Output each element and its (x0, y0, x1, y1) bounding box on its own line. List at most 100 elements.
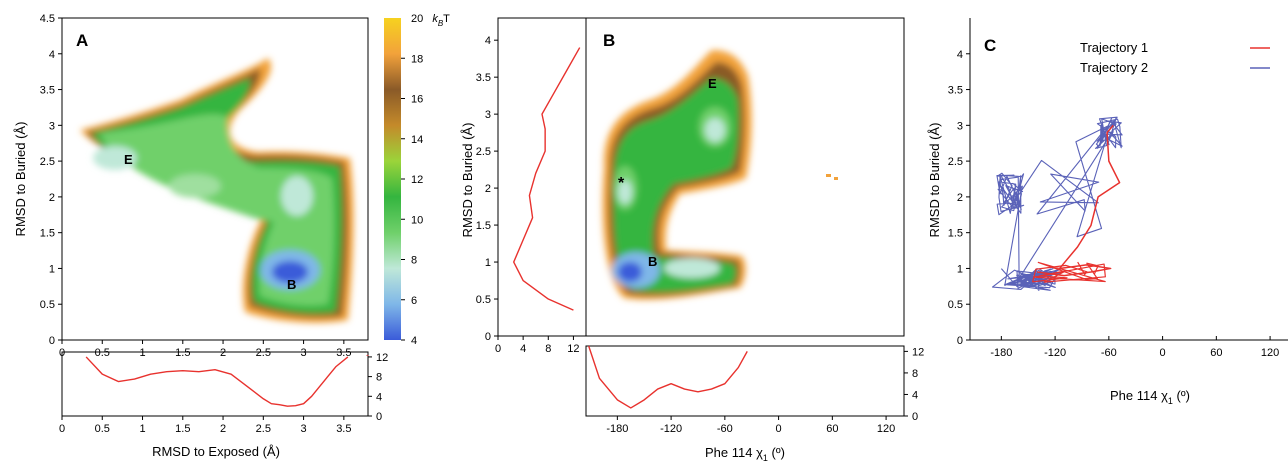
colorbar-unit-suffix: T (443, 13, 450, 25)
panel-b-speck (834, 177, 838, 180)
panel-b-label-b: B (648, 254, 657, 269)
panel-b-axes: 0 0.5 1 1.5 2 2.5 3 3.5 4 (476, 35, 498, 343)
panel-b-marginal-x-tick-label: -60 (717, 423, 733, 435)
panel-c-xlabel-main: Phe 114 χ (1110, 388, 1168, 403)
panel-c-xlabel: Phe 114 χ1 (º) (1110, 388, 1190, 406)
panel-c-ylabel: RMSD to Buried (Å) (927, 123, 942, 238)
colorbar-tick-label: 10 (411, 214, 423, 226)
panel-a-basin-upper (281, 176, 313, 216)
panel-a-marginal-y-tick-label: 0 (376, 411, 382, 423)
colorbar-tick-label: 6 (411, 295, 417, 307)
panel-b-y-tick-label: 0 (485, 331, 491, 343)
panel-b: 0 4 8 12 B E B * 0 0.5 1 1.5 2 2.5 3 3.5 4 RMSD to … (460, 17, 924, 463)
panel-a-basin-e (93, 146, 137, 170)
panel-b-marginal-x-tick-label: -180 (606, 423, 628, 435)
panel-b-marginal-y-tick-label: 8 (912, 368, 918, 380)
panel-c-x-tick-label: -120 (1044, 347, 1066, 359)
colorbar: 4 6 8 10 12 14 16 18 20 kBT (384, 13, 450, 347)
panel-b-xlabel-unit: (º) (768, 445, 785, 460)
panel-a-marginal-curve (85, 356, 349, 407)
panel-b-marginal-y-tick-label: 0 (912, 411, 918, 423)
colorbar-tick-label: 4 (411, 335, 417, 347)
panel-a-y-tick-label: 3 (49, 120, 55, 132)
panel-a-marginal-x-tick-label: 1.5 (175, 423, 190, 435)
panel-b-basin-b-core (618, 262, 642, 282)
panel-a-marginal-x-tick-label: 0 (59, 423, 65, 435)
panel-c-x-tick-label: 120 (1261, 347, 1279, 359)
panel-a-basin-mid (169, 174, 221, 198)
panel-a-x-tick-label: 2 (220, 347, 226, 359)
panel-b-side-x-tick-label: 4 (520, 343, 526, 355)
panel-a-marginal-x-tick-label: 3 (301, 423, 307, 435)
panel-b-marginal-x-tick-label: 120 (877, 423, 895, 435)
panel-a-marker: - (366, 350, 369, 360)
colorbar-tick-label: 14 (411, 134, 423, 146)
panel-a-y-tick-label: 2 (49, 192, 55, 204)
panel-a: A E B 0 0.5 1 1.5 2 2.5 3 3.5 0 0.5 1 1.5 2 2.5 3 3.5 4 4… (13, 13, 388, 459)
panel-a-basin-b-core (272, 261, 308, 283)
legend-label-2: Trajectory 2 (1080, 60, 1148, 75)
panel-c-y-tick-label: 2.5 (948, 156, 963, 168)
panel-a-marginal-x-tick-label: 3.5 (336, 423, 351, 435)
panel-c-x-tick-label: 0 (1160, 347, 1166, 359)
panel-b-side-x-tick-label: 8 (545, 343, 551, 355)
panel-a-y-tick-label: 1 (49, 263, 55, 275)
panel-a-marginal: 0 4 8 12 0 0.5 1 1.5 2 2.5 3 3.5 (59, 352, 388, 435)
legend-label-1: Trajectory 1 (1080, 40, 1148, 55)
panel-b-label-star: * (618, 175, 625, 192)
panel-b-marginal-y-tick-label: 4 (912, 389, 918, 401)
panel-c-xlabel-unit: (º) (1173, 388, 1190, 403)
panel-b-xlabel-sub: 1 (763, 453, 768, 463)
panel-b-label-e: E (708, 76, 717, 91)
panel-b-marginal-x-tick-label: 0 (776, 423, 782, 435)
panel-b-y-tick-label: 3.5 (476, 72, 491, 84)
panel-a-x-tick-label: 1.5 (175, 347, 190, 359)
colorbar-tick-label: 16 (411, 94, 423, 106)
panel-b-side-marginal: 0 4 8 12 (495, 47, 581, 355)
panel-c-trajectory-1 (1037, 124, 1121, 277)
panel-a-heatmap (80, 58, 354, 323)
panel-b-y-tick-label: 1.5 (476, 220, 491, 232)
panel-c-y-tick-label: 3.5 (948, 85, 963, 97)
colorbar-unit-sub: B (438, 19, 444, 28)
colorbar-tick-label: 18 (411, 53, 423, 65)
panel-c-legend: Trajectory 1 Trajectory 2 (1080, 40, 1270, 75)
colorbar-top-value: 20 (411, 13, 423, 25)
panel-a-label-e: E (124, 152, 133, 167)
panel-b-xlabel: Phe 114 χ1 (º) (705, 445, 785, 463)
panel-a-landscape (80, 58, 354, 323)
panel-a-label-b: B (287, 277, 296, 292)
panel-a-letter: A (76, 31, 88, 50)
panel-c-trajectory-1-basin (1032, 261, 1106, 283)
panel-b-letter: B (603, 31, 615, 50)
panel-a-y-tick-label: 0 (49, 335, 55, 347)
panel-a-x-tick-label: 0.5 (95, 347, 110, 359)
panel-a-x-tick-label: 3.5 (336, 347, 351, 359)
panel-a-y-tick-label: 4.5 (40, 13, 55, 25)
panel-b-y-tick-label: 2.5 (476, 146, 491, 158)
panel-b-marginal-curve (588, 345, 748, 409)
panel-a-marginal-x-tick-label: 0.5 (95, 423, 110, 435)
panel-b-basin-e-core (705, 118, 725, 142)
panel-b-heatmap (602, 50, 838, 300)
panel-b-side-x-tick-label: 12 (567, 343, 579, 355)
panel-a-x-tick-label: 2.5 (256, 347, 271, 359)
panel-c-y-tick-label: 2 (957, 192, 963, 204)
panel-a-marginal-y-tick-label: 12 (376, 352, 388, 364)
panel-b-marginal-frame (585, 345, 905, 417)
panel-a-marginal-x-tick-label: 2 (220, 423, 226, 435)
colorbar-ticks: 4 6 8 10 12 14 16 18 (401, 53, 423, 347)
colorbar-top-label: 20 kBT (411, 13, 450, 28)
colorbar-unit-prefix: k (432, 13, 438, 25)
panel-c-y-tick-label: 0 (957, 335, 963, 347)
panel-c-x-tick-label: -180 (990, 347, 1012, 359)
panel-c-y-tick-label: 0.5 (948, 299, 963, 311)
panel-b-marginal: 0 4 8 12 -180 -120 -60 0 60 120 (588, 345, 924, 435)
panel-c-x-tick-label: 60 (1210, 347, 1222, 359)
panel-b-side-frame (497, 17, 587, 337)
panel-c-x-tick-label: -60 (1101, 347, 1117, 359)
panel-a-y-tick-label: 3.5 (40, 85, 55, 97)
colorbar-tick-label: 12 (411, 174, 423, 186)
panel-b-basin-right (664, 258, 720, 278)
